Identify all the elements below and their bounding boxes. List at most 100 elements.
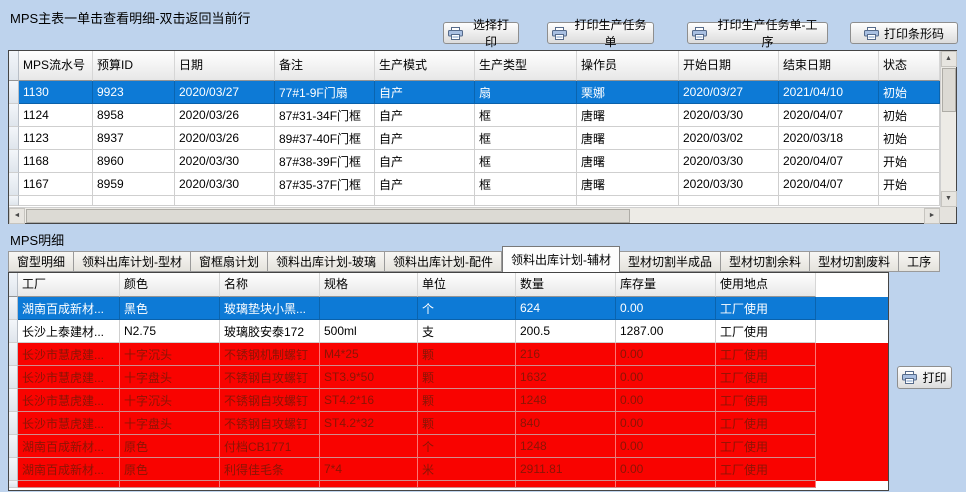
table-row[interactable]: 长沙上泰建材... N2.75 玻璃胶安泰172 500ml 支 200.5 1287.00… [9,320,888,343]
scroll-up-icon[interactable]: ▲ [940,51,957,67]
column-header[interactable]: 操作员 [577,51,679,81]
cell: 利得佳毛条 [220,458,320,481]
cell: 1168 [19,150,93,173]
detail-tab[interactable]: 窗型明细 [8,251,75,272]
cell: 0.00 [616,389,716,412]
column-header[interactable]: 规格 [320,273,418,297]
detail-tab[interactable]: 领料出库计划-配件 [385,251,503,272]
column-header[interactable]: 工厂 [18,273,120,297]
cell: 玻璃胶安泰172 [220,320,320,343]
row-filler [816,366,888,389]
detail-tab[interactable]: 型材切割废料 [810,251,900,272]
table-row[interactable]: 长沙市慧虎建... 十字盘头 不锈钢自攻螺钉 ST4.2*32 颗 840 0.00 工厂使用 [9,412,888,435]
cell: 开始 [879,150,940,173]
main-grid-vertical-scrollbar[interactable]: ▲ ▼ [940,51,957,207]
cell: 0.00 [616,435,716,458]
table-row[interactable]: 1167 8959 2020/03/30 87#35-37F门框 自产框唐曙 2020/0… [9,173,940,196]
table-row[interactable]: 1123 8937 2020/03/26 89#37-40F门框 自产框唐曙 2020/0… [9,127,940,150]
cell: 玻璃垫块小黑... [220,297,320,320]
column-header[interactable]: 生产模式 [375,51,475,81]
cell: 长沙上泰建材... [18,320,120,343]
column-header[interactable]: MPS流水号 [19,51,93,81]
print-barcode-button[interactable]: 打印条形码 [850,22,958,44]
cell: 支 [418,320,516,343]
cell [275,196,375,206]
column-header[interactable]: 单位 [418,273,516,297]
cell: 2020/03/26 [175,127,275,150]
table-row[interactable]: 长沙市慧虎建... 十字盘头 不锈钢自攻螺钉 ST3.9*50 颗 1632 0.00 工厂使… [9,366,888,389]
cell: 不锈钢机制螺钉 [220,343,320,366]
select-print-button[interactable]: 选择打印 [443,18,519,49]
column-header[interactable]: 开始日期 [679,51,779,81]
cell: 唐曙 [577,127,679,150]
cell: 2020/03/30 [679,173,779,196]
cell: 8959 [93,173,175,196]
table-row[interactable]: 长沙市慧虎建... 十字沉头 不锈钢自攻螺钉 ST4.2*16 颗 1248 0.00 工厂使… [9,389,888,412]
detail-tab[interactable]: 领料出库计划-辅材 [502,246,621,272]
row-header-corner [9,273,18,297]
grid-header-row: 工厂 颜色 名称 规格 单位 数量 库存量 使用地点 [9,273,888,297]
cell: 自产 [375,173,475,196]
cell: 颗 [418,389,516,412]
printer-icon [902,371,918,384]
grid-header-row: MPS流水号 预算ID 日期 备注 生产模式 生产类型 操作员 开始日期 结束日期 状态 [9,51,940,81]
column-header[interactable]: 预算ID [93,51,175,81]
table-row[interactable]: 1124 8958 2020/03/26 87#31-34F门框 自产框唐曙 2020/0… [9,104,940,127]
cell: 工厂使用 [716,297,816,320]
detail-tab-strip: 窗型明细 领料出库计划-型材 窗框扇计划 领料出库计划-玻璃 领料出库计划-配件 领料出库… [8,246,941,272]
cell [616,481,716,488]
column-header[interactable]: 生产类型 [475,51,577,81]
detail-tab[interactable]: 窗框扇计划 [191,251,269,272]
vertical-scroll-thumb[interactable] [941,68,956,112]
cell: 十字盘头 [120,412,220,435]
column-header[interactable]: 库存量 [616,273,716,297]
row-indicator [9,127,19,150]
cell: 颗 [418,412,516,435]
cell [320,481,418,488]
main-grid-horizontal-scrollbar[interactable]: ◄ ► [9,207,940,224]
column-header[interactable]: 备注 [275,51,375,81]
column-header[interactable]: 状态 [879,51,940,81]
table-row[interactable]: 湖南百成新材... 原色 利得佳毛条 7*4 米 2911.81 0.00 工厂使用 [9,458,888,481]
detail-tab[interactable]: 型材切割余料 [721,251,811,272]
cell: 湖南百成新材... [18,458,120,481]
table-row[interactable]: 长沙市慧虎建... 十字沉头 不锈钢机制螺钉 M4*25 颗 216 0.00 工厂使用 [9,343,888,366]
cell: 2020/04/07 [779,173,879,196]
table-row[interactable]: 1130 9923 2020/03/27 77#1-9F门扇 自产扇栗娜 2020/03/… [9,81,940,104]
cell: 原色 [120,458,220,481]
cell: 1123 [19,127,93,150]
detail-tab[interactable]: 工序 [899,251,941,272]
scroll-right-icon[interactable]: ► [924,207,940,224]
cell: 0.00 [616,458,716,481]
column-header[interactable]: 数量 [516,273,616,297]
scroll-down-icon[interactable]: ▼ [940,191,957,207]
cell: 2020/03/02 [679,127,779,150]
row-indicator [9,104,19,127]
column-header[interactable]: 日期 [175,51,275,81]
table-row[interactable]: 湖南百成新材... 黑色 玻璃垫块小黑... 个 624 0.00 工厂使用 [9,297,888,320]
cell: 840 [516,412,616,435]
row-indicator [9,435,18,458]
cell [220,481,320,488]
scroll-left-icon[interactable]: ◄ [9,207,25,224]
cell: N2.75 [120,320,220,343]
cell: 8958 [93,104,175,127]
column-header[interactable]: 使用地点 [716,273,816,297]
cell: 7*4 [320,458,418,481]
detail-tab[interactable]: 领料出库计划-型材 [74,251,192,272]
detail-tab[interactable]: 型材切割半成品 [620,251,722,272]
column-header[interactable]: 颜色 [120,273,220,297]
print-production-task-process-button[interactable]: 打印生产任务单-工序 [687,18,828,49]
row-indicator [9,343,18,366]
table-row[interactable]: 1168 8960 2020/03/30 87#38-39F门框 自产框唐曙 2020/0… [9,150,940,173]
horizontal-scroll-thumb[interactable] [26,208,630,223]
column-header[interactable]: 结束日期 [779,51,879,81]
print-production-task-button[interactable]: 打印生产任务单 [547,18,654,49]
detail-tab[interactable]: 领料出库计划-玻璃 [268,251,386,272]
table-row[interactable]: 湖南百成新材... 原色 付档CB1771 个 1248 0.00 工厂使用 [9,435,888,458]
detail-print-button[interactable]: 打印 [897,366,952,389]
cell: 0.00 [616,297,716,320]
column-header[interactable]: 名称 [220,273,320,297]
cell: 89#37-40F门框 [275,127,375,150]
header-filler [816,273,888,297]
